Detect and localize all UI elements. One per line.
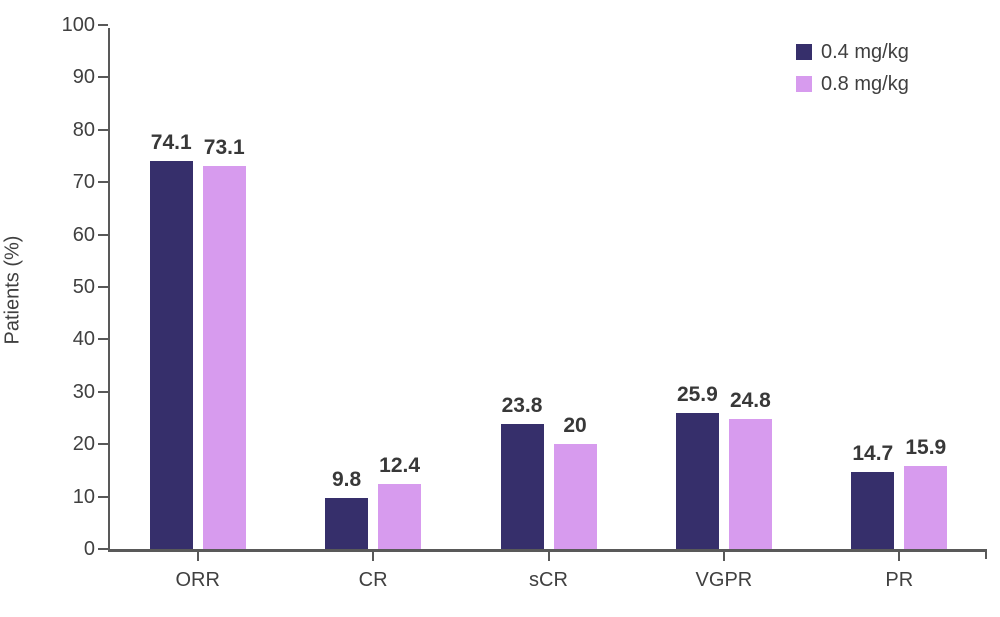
y-axis-tick-mark	[98, 286, 108, 288]
bar-value-label: 74.1	[150, 130, 192, 154]
x-axis-end-tick	[985, 549, 987, 559]
x-axis-category-label: PR	[885, 569, 914, 591]
x-axis-tick-mark	[372, 552, 375, 561]
bar-group: 14.7 15.9	[811, 28, 987, 549]
y-axis-tick-mark	[98, 443, 108, 446]
bar	[378, 484, 422, 549]
x-axis-tick-mark	[898, 552, 901, 561]
bar-value-label: 25.9	[676, 383, 718, 407]
y-axis-tick-label: 60	[72, 223, 95, 246]
y-axis-tick-label: 70	[72, 171, 95, 194]
bar-with-label: 15.9	[904, 435, 948, 549]
x-axis-tick-mark	[722, 552, 725, 561]
bar	[728, 419, 772, 549]
y-axis-tick-label: 50	[72, 276, 95, 298]
bar-with-label: 14.7	[851, 441, 895, 549]
bar-value-label: 24.8	[729, 389, 771, 413]
bar-value-label: 9.8	[331, 467, 362, 491]
x-axis-category-label: VGPR	[695, 569, 753, 591]
bar-with-label: 25.9	[675, 383, 719, 549]
bar-value-label: 23.8	[501, 394, 543, 418]
legend-swatch	[796, 44, 812, 60]
bar-value-label: 12.4	[379, 454, 421, 478]
bar	[202, 165, 246, 549]
legend-swatch	[796, 76, 812, 92]
bar	[149, 160, 193, 549]
y-axis-tick-mark	[98, 495, 108, 498]
y-axis-tick-mark	[98, 128, 108, 131]
legend-label: 0.4 mg/kg	[821, 40, 909, 63]
bar-value-label: 15.9	[905, 435, 947, 459]
bar-group: 74.1 73.1	[110, 28, 286, 549]
y-axis-tick-mark	[98, 548, 108, 550]
y-axis-title: Patients (%)	[1, 235, 24, 345]
bar-with-label: 24.8	[728, 389, 772, 549]
bar-group: 25.9 24.8	[636, 28, 812, 549]
y-axis-tick-label: 20	[72, 433, 95, 456]
bar-with-label: 73.1	[202, 135, 246, 549]
bar-value-label: 73.1	[203, 135, 245, 159]
y-axis-tick-mark	[98, 76, 108, 79]
x-axis-tick-mark	[196, 552, 199, 561]
bar-with-label: 23.8	[500, 394, 544, 549]
x-axis-category-label: CR	[358, 569, 388, 591]
y-axis-tick-mark	[98, 338, 108, 341]
bar-with-label: 20	[553, 414, 597, 549]
bar	[851, 471, 895, 549]
y-axis-tick-label: 10	[72, 485, 95, 508]
y-axis-tick-label: 40	[72, 328, 95, 351]
x-axis-category-label: ORR	[175, 569, 220, 591]
y-axis-tick-label: 30	[72, 380, 95, 403]
x-axis-category-label: sCR	[529, 569, 568, 591]
y-axis-tick-mark	[98, 181, 108, 184]
bar	[325, 497, 369, 549]
bar-with-label: 9.8	[325, 467, 369, 549]
bar	[675, 413, 719, 549]
y-axis-tick-label: 100	[61, 14, 95, 36]
bar-group: 23.8 20	[461, 28, 637, 549]
bar-with-label: 12.4	[378, 454, 422, 549]
bar-group: 9.8 12.4	[285, 28, 461, 549]
legend-item: 0.4 mg/kg	[796, 36, 909, 68]
bar	[553, 444, 597, 549]
bar	[500, 424, 544, 549]
y-axis-tick-mark	[98, 233, 108, 236]
y-axis-tick-mark	[98, 390, 108, 393]
bar-with-label: 74.1	[149, 130, 193, 549]
legend-item: 0.8 mg/kg	[796, 68, 909, 100]
y-axis-tick-label: 80	[72, 118, 95, 141]
plot-area: 0 10 20 30 40 50 60 70 80 90 100 74.1 73.1 ORR 9.8 12.4…	[62, 14, 987, 591]
bar	[904, 465, 948, 549]
bar-value-label: 20	[563, 414, 587, 438]
legend: 0.4 mg/kg 0.8 mg/kg	[796, 36, 909, 100]
x-axis-tick-mark	[547, 552, 550, 561]
y-axis-tick-label: 0	[83, 538, 95, 560]
legend-label: 0.8 mg/kg	[821, 72, 909, 95]
bar-value-label: 14.7	[852, 441, 894, 465]
y-axis-tick-label: 90	[72, 66, 95, 89]
y-axis-tick-mark	[98, 24, 108, 26]
